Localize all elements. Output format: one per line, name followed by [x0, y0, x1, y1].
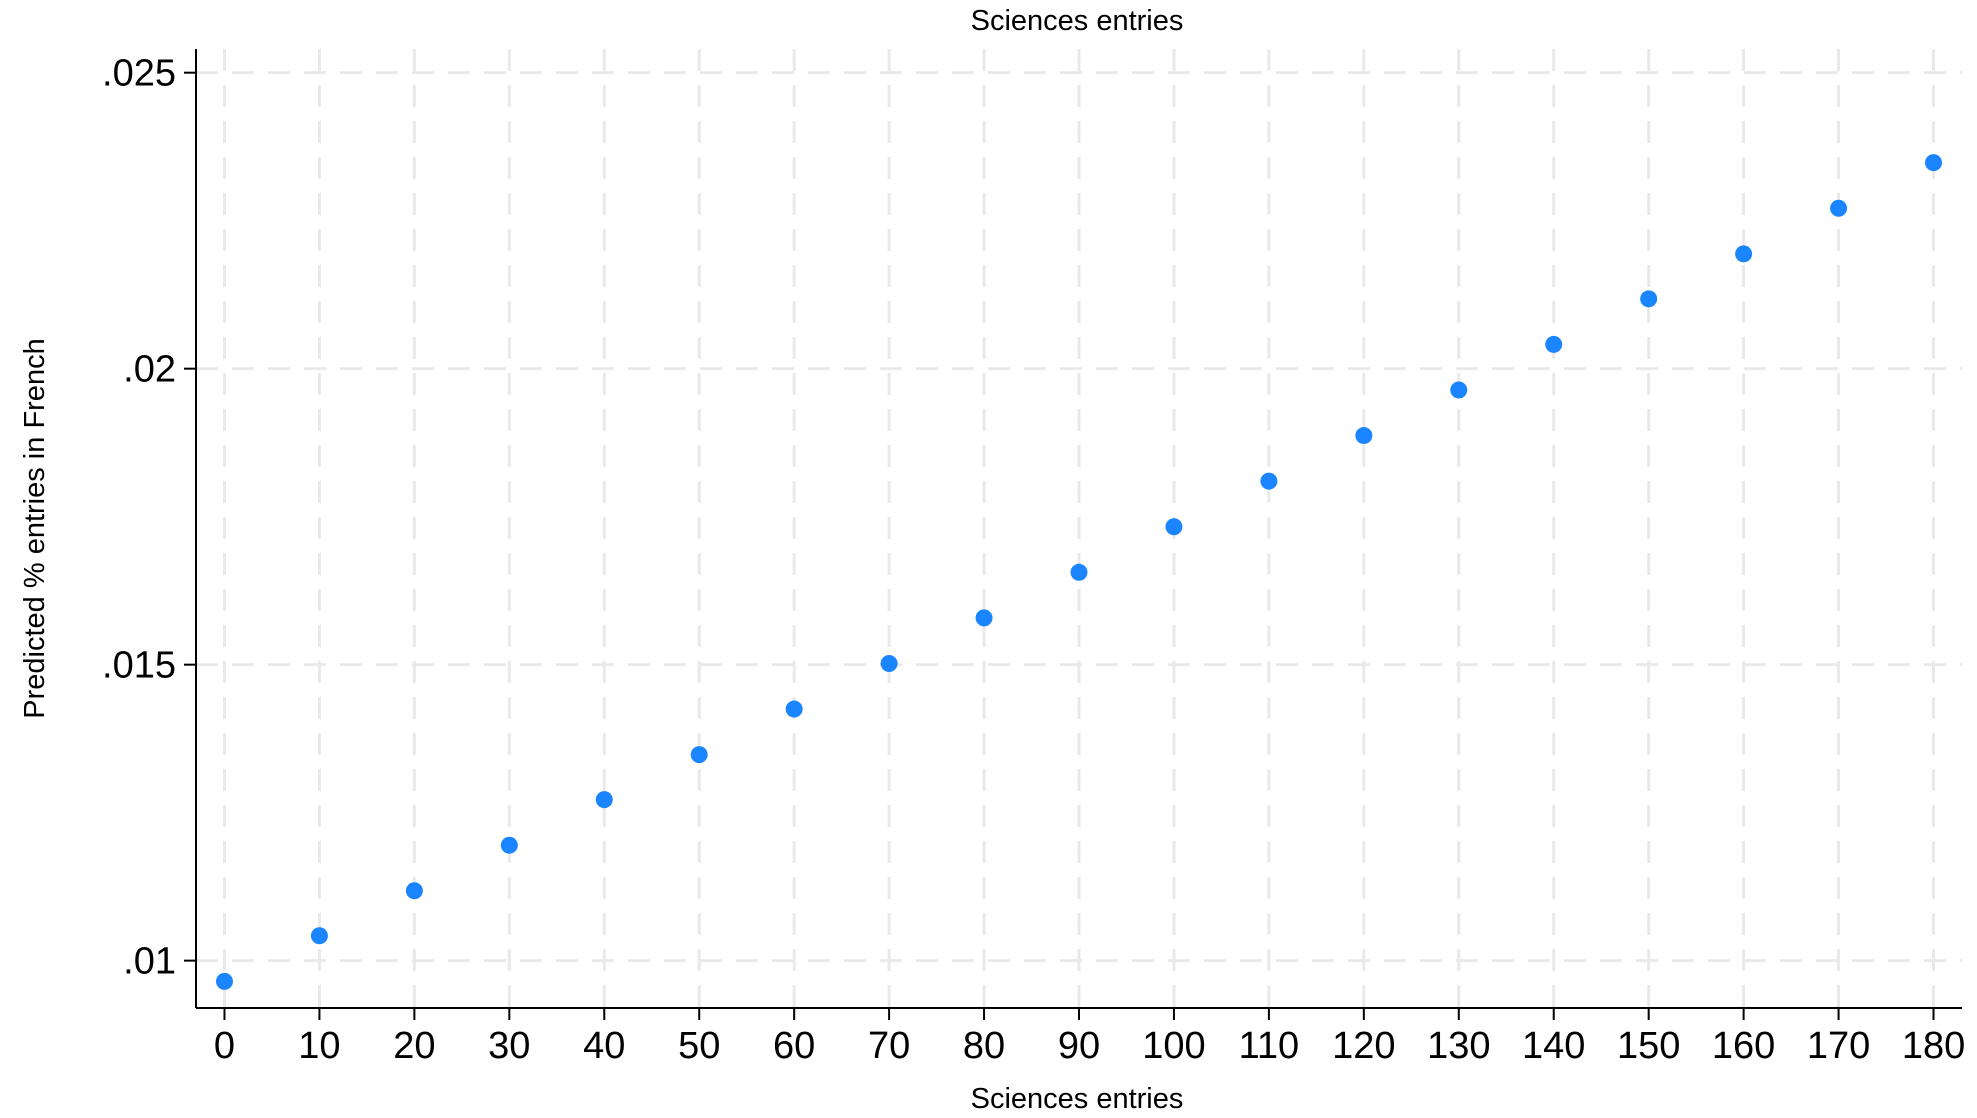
y-tick-label: .02 [123, 349, 176, 391]
data-point [595, 791, 613, 809]
data-point [500, 836, 518, 854]
data-point [1450, 381, 1468, 399]
data-point [880, 654, 898, 672]
data-point [215, 972, 233, 990]
chart-title: Sciences entries [971, 5, 1184, 37]
y-tick-label: .025 [102, 53, 176, 95]
data-point [1355, 427, 1373, 445]
x-tick-label: 20 [393, 1025, 435, 1067]
x-tick-label: 80 [963, 1025, 1005, 1067]
x-tick-label: 40 [583, 1025, 625, 1067]
x-tick-label: 140 [1522, 1025, 1585, 1067]
data-point [1735, 245, 1753, 263]
x-tick-label: 50 [678, 1025, 720, 1067]
data-point [1070, 563, 1088, 581]
data-point [310, 927, 328, 945]
data-point [1830, 199, 1848, 217]
x-tick-label: 30 [488, 1025, 530, 1067]
data-point [975, 609, 993, 627]
y-tick-label: .015 [102, 645, 176, 687]
data-points [215, 154, 1943, 990]
x-tick-label: 150 [1617, 1025, 1680, 1067]
data-point [1925, 154, 1943, 172]
x-tick-label: 180 [1902, 1025, 1965, 1067]
y-tick-label: .01 [123, 941, 176, 983]
x-tick-label: 110 [1239, 1025, 1300, 1067]
data-point [1260, 472, 1278, 490]
x-tick-label: 0 [214, 1025, 235, 1067]
data-point [1640, 290, 1658, 308]
x-tick-label: 100 [1142, 1025, 1205, 1067]
x-tick-label: 160 [1712, 1025, 1775, 1067]
data-point [1545, 335, 1563, 353]
x-tick-label: 70 [868, 1025, 910, 1067]
x-tick-label: 120 [1332, 1025, 1395, 1067]
y-axis-label: Predicted % entries in French [19, 338, 51, 718]
x-tick-label: 170 [1807, 1025, 1870, 1067]
grid-lines [196, 49, 1962, 1008]
data-point [785, 700, 803, 718]
x-tick-label: 60 [773, 1025, 815, 1067]
x-axis-label: Sciences entries [971, 1083, 1184, 1115]
data-point [1165, 518, 1183, 536]
x-tick-label: 90 [1058, 1025, 1100, 1067]
x-tick-label: 10 [298, 1025, 340, 1067]
data-point [690, 746, 708, 764]
ticks: 0 10 20 30 40 50 60 70 80 90 100 110 120 130 140 150 160… [102, 53, 1965, 1067]
data-point [405, 882, 423, 900]
x-tick-label: 130 [1427, 1025, 1490, 1067]
